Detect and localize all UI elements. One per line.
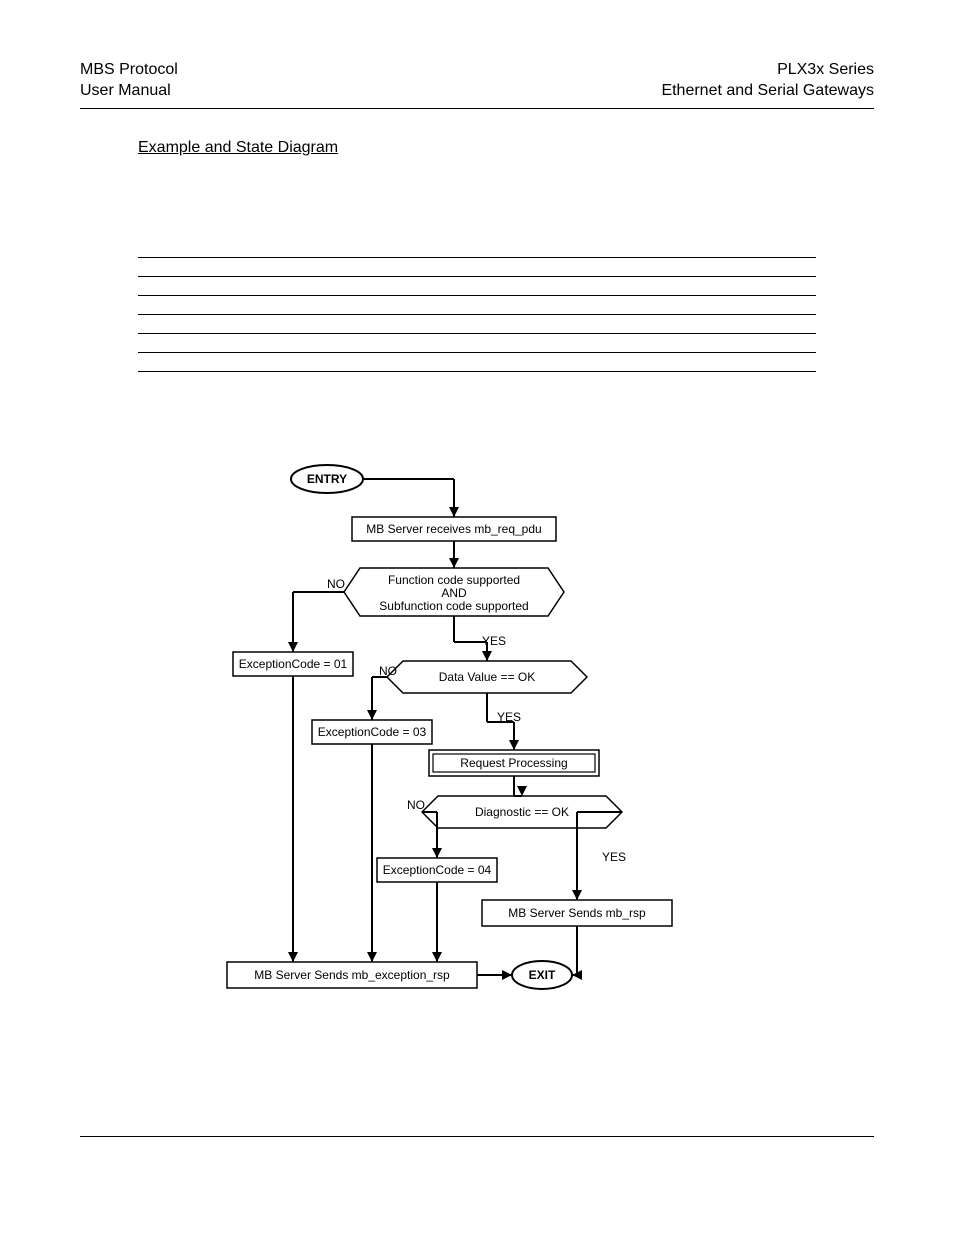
state-diagram: ENTRY MB Server receives mb_req_pdu Functi… <box>197 462 757 1022</box>
edge-label: YES <box>482 634 506 648</box>
node-label: EXIT <box>529 968 556 982</box>
ruled-line <box>138 276 816 277</box>
header-right-line1: PLX3x Series <box>661 60 874 81</box>
ruled-lines-block <box>138 257 816 372</box>
node-label: ExceptionCode = 03 <box>318 725 426 739</box>
node-label: MB Server Sends mb_rsp <box>508 906 645 920</box>
ruled-line <box>138 295 816 296</box>
edge-label: YES <box>497 710 521 724</box>
diagram-svg <box>197 462 757 1022</box>
node-label: AND <box>441 586 466 600</box>
header-right-line2: Ethernet and Serial Gateways <box>661 81 874 102</box>
node-label: ExceptionCode = 01 <box>239 657 347 671</box>
ruled-line <box>138 333 816 334</box>
header-left-line1: MBS Protocol <box>80 60 178 81</box>
ruled-line <box>138 314 816 315</box>
node-label: ExceptionCode = 04 <box>383 863 491 877</box>
ruled-line <box>138 257 816 258</box>
header-right: PLX3x Series Ethernet and Serial Gateway… <box>661 60 874 102</box>
node-label: ENTRY <box>307 472 347 486</box>
node-label: Function code supported <box>388 573 520 587</box>
node-label: MB Server receives mb_req_pdu <box>366 522 541 536</box>
header-left: MBS Protocol User Manual <box>80 60 178 102</box>
ruled-line <box>138 371 816 372</box>
node-label: Subfunction code supported <box>379 599 528 613</box>
footer-rule <box>80 1136 874 1137</box>
edge-label: NO <box>327 577 345 591</box>
section-title: Example and State Diagram <box>138 139 874 157</box>
page-header: MBS Protocol User Manual PLX3x Series Et… <box>80 60 874 102</box>
edge-label: NO <box>379 664 397 678</box>
node-label: Data Value == OK <box>439 670 536 684</box>
node-label: Diagnostic == OK <box>475 805 569 819</box>
header-rule <box>80 108 874 109</box>
edge-label: YES <box>602 850 626 864</box>
node-label: MB Server Sends mb_exception_rsp <box>254 968 449 982</box>
node-label: Request Processing <box>460 756 567 770</box>
edge-label: NO <box>407 798 425 812</box>
page: MBS Protocol User Manual PLX3x Series Et… <box>0 0 954 1235</box>
ruled-line <box>138 352 816 353</box>
header-left-line2: User Manual <box>80 81 178 102</box>
